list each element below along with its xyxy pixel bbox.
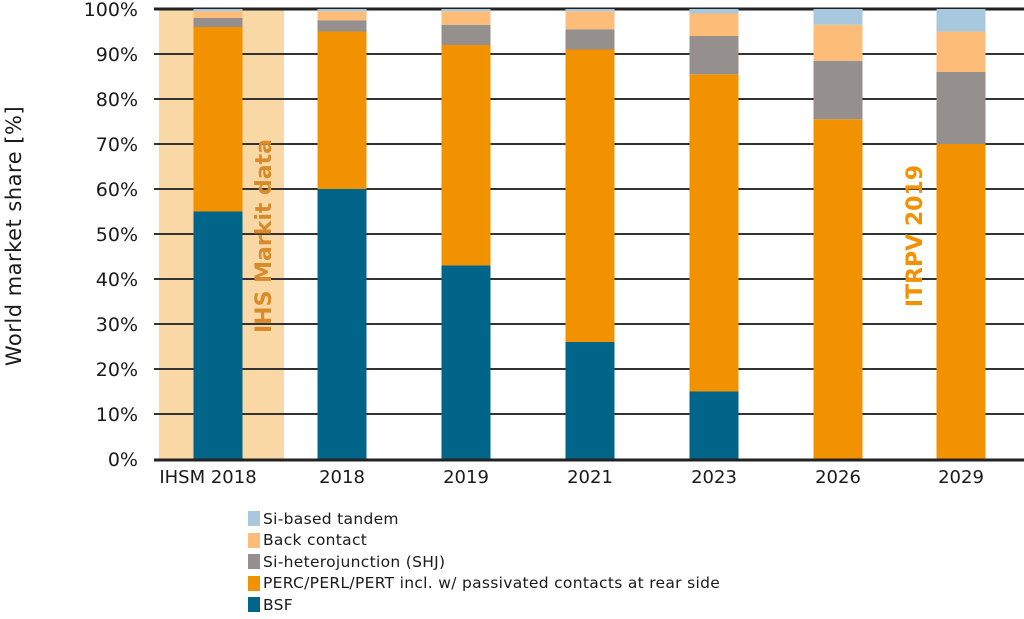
legend-label: Back contact	[263, 531, 368, 550]
bar-segment	[565, 29, 615, 50]
y-tick-labels: 0% 10% 20% 30% 40% 50% 60% 70% 80% 90% 100%	[84, 0, 138, 471]
legend-item: Si-based tandem	[248, 508, 720, 530]
legend-item: Back contact	[248, 530, 720, 552]
itrpv-annotation: ITRPV 2019	[903, 165, 928, 307]
bar-ihsm-2018	[193, 9, 243, 459]
bar-segment	[936, 31, 986, 72]
bar-segment	[813, 60, 863, 120]
bar-segment	[317, 31, 367, 189]
y-tick-label: 100%	[84, 0, 138, 21]
x-tick-label: 2019	[443, 467, 489, 488]
bar-segment	[689, 13, 739, 36]
bar-segment	[565, 9, 615, 12]
y-tick-label: 20%	[96, 359, 138, 381]
legend-swatch	[248, 554, 260, 570]
bar-segment	[317, 11, 367, 21]
bar-segment	[193, 9, 243, 12]
bar-2019	[441, 9, 491, 459]
bar-2026	[813, 9, 863, 459]
bar-segment	[441, 9, 491, 12]
legend-swatch	[248, 597, 260, 613]
bar-segment	[193, 11, 243, 18]
x-tick-label: 2018	[319, 467, 365, 488]
bar-segment	[193, 27, 243, 212]
legend-label: Si-heterojunction (SHJ)	[263, 552, 446, 571]
bar-segment	[193, 18, 243, 27]
x-tick-label: 2026	[815, 467, 861, 488]
y-axis-label: World market share [%]	[2, 106, 26, 366]
bars	[193, 9, 986, 459]
legend-swatch	[248, 575, 260, 591]
bar-segment	[441, 45, 491, 266]
legend-label: Si-based tandem	[263, 509, 399, 528]
y-tick-label: 30%	[96, 314, 138, 336]
legend-label: BSF	[263, 595, 294, 614]
bar-segment	[689, 36, 739, 75]
bar-segment	[317, 9, 367, 12]
legend-item: Si-heterojunction (SHJ)	[248, 551, 720, 573]
y-tick-label: 90%	[96, 44, 138, 66]
bar-segment	[936, 144, 986, 459]
bar-segment	[193, 211, 243, 459]
legend-swatch	[248, 532, 260, 548]
bar-segment	[936, 9, 986, 32]
legend-item: PERC/PERL/PERT incl. w/ passivated conta…	[248, 573, 720, 595]
legend-item: BSF	[248, 594, 720, 616]
bar-segment	[813, 24, 863, 61]
bar-segment	[565, 342, 615, 459]
bar-segment	[689, 391, 739, 459]
legend-label: PERC/PERL/PERT incl. w/ passivated conta…	[263, 574, 721, 593]
y-tick-label: 50%	[96, 224, 138, 246]
y-tick-label: 70%	[96, 134, 138, 156]
bar-segment	[565, 49, 615, 342]
x-tick-labels: IHSM 2018 2018 2019 2021 2023 2026 2029	[159, 467, 984, 488]
y-tick-label: 80%	[96, 89, 138, 111]
bar-segment	[317, 189, 367, 459]
bar-segment	[441, 11, 491, 25]
bar-segment	[317, 20, 367, 32]
bar-segment	[565, 11, 615, 30]
y-tick-label: 40%	[96, 269, 138, 291]
bar-segment	[813, 119, 863, 459]
ihs-markit-annotation: IHS Markit data	[252, 139, 277, 333]
bar-segment	[689, 74, 739, 392]
bar-segment	[441, 24, 491, 45]
bar-2021	[565, 9, 615, 459]
x-tick-label: 2021	[567, 467, 613, 488]
legend-swatch	[248, 511, 260, 527]
bar-segment	[441, 265, 491, 459]
bar-2023	[689, 9, 739, 459]
bar-2018	[317, 9, 367, 459]
y-tick-label: 0%	[108, 449, 138, 471]
bar-2029	[936, 9, 986, 459]
x-tick-label: IHSM 2018	[159, 467, 256, 488]
legend: Si-based tandem Back contact Si-heterojunc…	[248, 508, 720, 616]
bar-segment	[936, 72, 986, 144]
bar-segment	[813, 9, 863, 25]
bar-segment	[689, 9, 739, 14]
x-tick-label: 2023	[691, 467, 737, 488]
y-tick-label: 60%	[96, 179, 138, 201]
y-tick-label: 10%	[96, 404, 138, 426]
x-tick-label: 2029	[938, 467, 984, 488]
